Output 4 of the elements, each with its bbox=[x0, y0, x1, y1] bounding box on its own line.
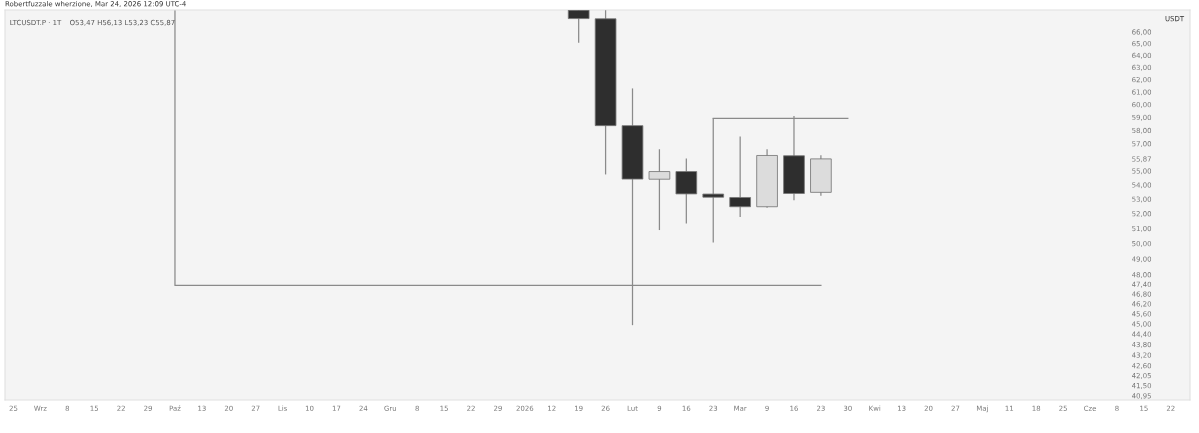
candlestick bbox=[729, 135, 751, 218]
candlestick bbox=[567, 10, 590, 44]
candlestick bbox=[648, 148, 671, 231]
candlestick bbox=[675, 157, 698, 225]
